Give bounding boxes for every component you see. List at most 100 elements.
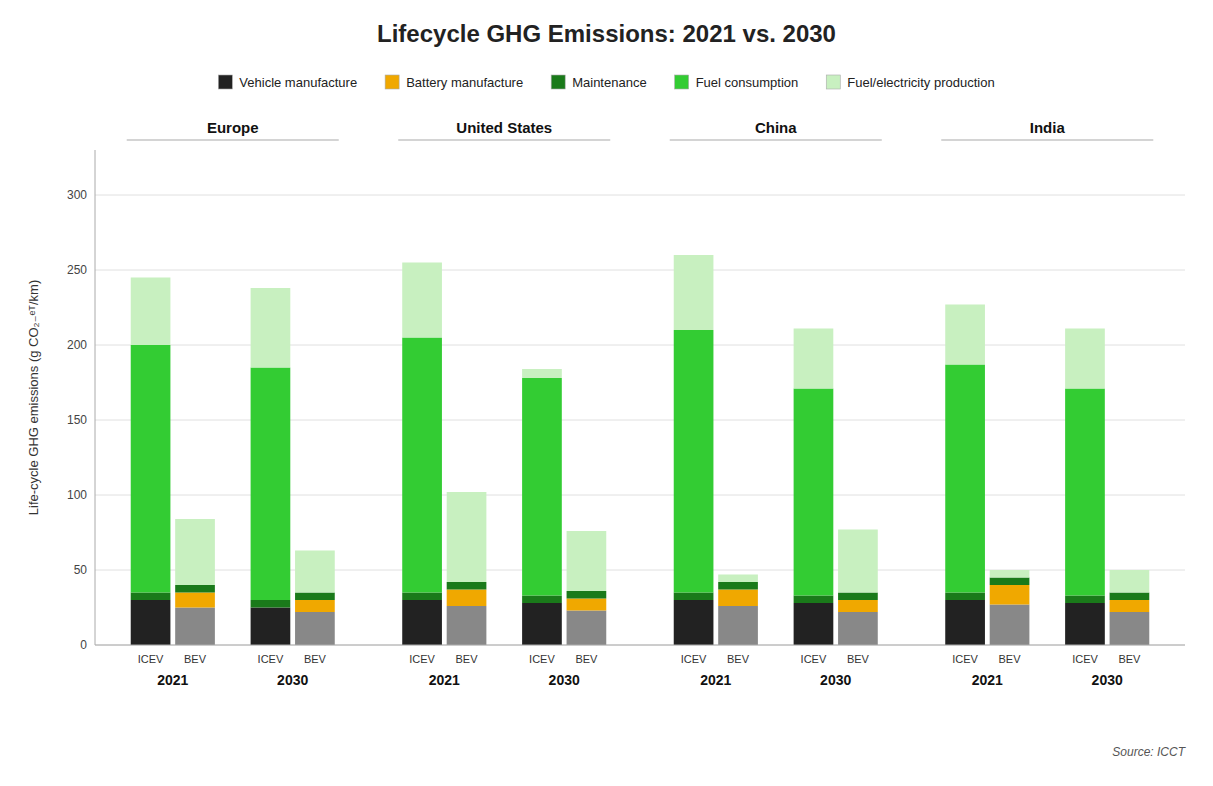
legend-label: Vehicle manufacture bbox=[239, 75, 357, 90]
bar-segment bbox=[794, 329, 834, 389]
legend-label: Fuel consumption bbox=[696, 75, 799, 90]
y-tick-label: 300 bbox=[67, 188, 87, 202]
bar-segment bbox=[567, 611, 607, 646]
year-label: 2021 bbox=[429, 672, 460, 688]
bar-segment bbox=[447, 582, 487, 590]
bar-segment bbox=[1065, 596, 1105, 604]
y-tick-label: 0 bbox=[80, 638, 87, 652]
y-tick-label: 200 bbox=[67, 338, 87, 352]
bar-segment bbox=[251, 608, 291, 646]
region-bracket bbox=[398, 139, 610, 140]
x-tick-label: BEV bbox=[575, 653, 598, 665]
bar-segment bbox=[674, 255, 714, 330]
year-label: 2021 bbox=[157, 672, 188, 688]
bar-segment bbox=[945, 365, 985, 593]
bar-segment bbox=[131, 278, 171, 346]
bar-segment bbox=[251, 368, 291, 601]
bar-segment bbox=[674, 593, 714, 601]
bar-segment bbox=[447, 606, 487, 645]
bar-segment bbox=[567, 599, 607, 611]
bar-segment bbox=[990, 578, 1030, 586]
bar-segment bbox=[838, 593, 878, 601]
bars bbox=[131, 255, 1150, 645]
chart: Lifecycle GHG Emissions: 2021 vs. 2030 0 5… bbox=[0, 0, 1213, 786]
bar-segment bbox=[838, 530, 878, 593]
y-axis-label: Life-cycle GHG emissions (g CO₂₋ᵉᵀ/km) bbox=[26, 280, 41, 515]
bar-segment bbox=[175, 593, 215, 608]
year-label: 2021 bbox=[972, 672, 1003, 688]
bar-segment bbox=[567, 531, 607, 591]
region-label: Europe bbox=[207, 119, 259, 136]
bar-segment bbox=[945, 593, 985, 601]
legend-swatch bbox=[551, 75, 565, 89]
bar-segment bbox=[794, 596, 834, 604]
bar-segment bbox=[674, 330, 714, 593]
x-tick-label: ICEV bbox=[409, 653, 435, 665]
bar-segment bbox=[447, 590, 487, 607]
x-tick-label: BEV bbox=[456, 653, 479, 665]
grid bbox=[95, 195, 1185, 645]
bar-segment bbox=[295, 551, 335, 593]
bar-segment bbox=[295, 612, 335, 645]
bar-segment bbox=[990, 570, 1030, 578]
bar-segment bbox=[718, 575, 758, 583]
x-tick-label: ICEV bbox=[801, 653, 827, 665]
bar-segment bbox=[131, 345, 171, 593]
legend-swatch bbox=[218, 75, 232, 89]
x-tick-label: ICEV bbox=[529, 653, 555, 665]
x-tick-label: ICEV bbox=[138, 653, 164, 665]
bar-segment bbox=[295, 600, 335, 612]
bar-segment bbox=[945, 600, 985, 645]
region-bracket bbox=[127, 139, 339, 140]
bar-segment bbox=[794, 389, 834, 596]
x-tick-label: BEV bbox=[847, 653, 870, 665]
bar-segment bbox=[838, 600, 878, 612]
bar-segment bbox=[175, 585, 215, 593]
legend-label: Battery manufacture bbox=[406, 75, 523, 90]
bar-segment bbox=[402, 593, 442, 601]
year-label: 2030 bbox=[549, 672, 580, 688]
year-label: 2030 bbox=[1092, 672, 1123, 688]
y-tick-label: 50 bbox=[74, 563, 88, 577]
bar-segment bbox=[990, 605, 1030, 646]
bar-segment bbox=[522, 378, 562, 596]
y-tick-label: 250 bbox=[67, 263, 87, 277]
bar-segment bbox=[402, 600, 442, 645]
bar-segment bbox=[1110, 612, 1150, 645]
source-note: Source: ICCT bbox=[1112, 745, 1186, 759]
x-tick-label: BEV bbox=[184, 653, 207, 665]
y-tick-label: 100 bbox=[67, 488, 87, 502]
bar-segment bbox=[1110, 593, 1150, 601]
bar-segment bbox=[131, 600, 171, 645]
bar-segment bbox=[718, 582, 758, 590]
year-label: 2021 bbox=[700, 672, 731, 688]
x-tick-label: BEV bbox=[727, 653, 750, 665]
bar-segment bbox=[251, 600, 291, 608]
legend-swatch bbox=[826, 75, 840, 89]
region-bracket bbox=[670, 139, 882, 140]
bar-segment bbox=[402, 338, 442, 593]
grid-line bbox=[95, 195, 1185, 196]
bar-segment bbox=[718, 606, 758, 645]
y-tick-label: 150 bbox=[67, 413, 87, 427]
bar-segment bbox=[522, 603, 562, 645]
bar-segment bbox=[1065, 329, 1105, 389]
bar-segment bbox=[295, 593, 335, 601]
grid-line bbox=[95, 645, 1185, 646]
bar-segment bbox=[718, 590, 758, 607]
bar-segment bbox=[1110, 600, 1150, 612]
bar-segment bbox=[674, 600, 714, 645]
x-tick-label: BEV bbox=[999, 653, 1022, 665]
title: Lifecycle GHG Emissions: 2021 vs. 2030 bbox=[377, 20, 836, 47]
bar-segment bbox=[1110, 570, 1150, 593]
legend-swatch bbox=[675, 75, 689, 89]
region-bracket bbox=[941, 139, 1153, 140]
x-tick-label: ICEV bbox=[952, 653, 978, 665]
x-tick-label: BEV bbox=[304, 653, 327, 665]
bar-segment bbox=[402, 263, 442, 338]
bar-segment bbox=[131, 593, 171, 601]
bar-segment bbox=[175, 608, 215, 646]
legend-label: Maintenance bbox=[572, 75, 646, 90]
bar-segment bbox=[1065, 603, 1105, 645]
bar-segment bbox=[1065, 389, 1105, 596]
